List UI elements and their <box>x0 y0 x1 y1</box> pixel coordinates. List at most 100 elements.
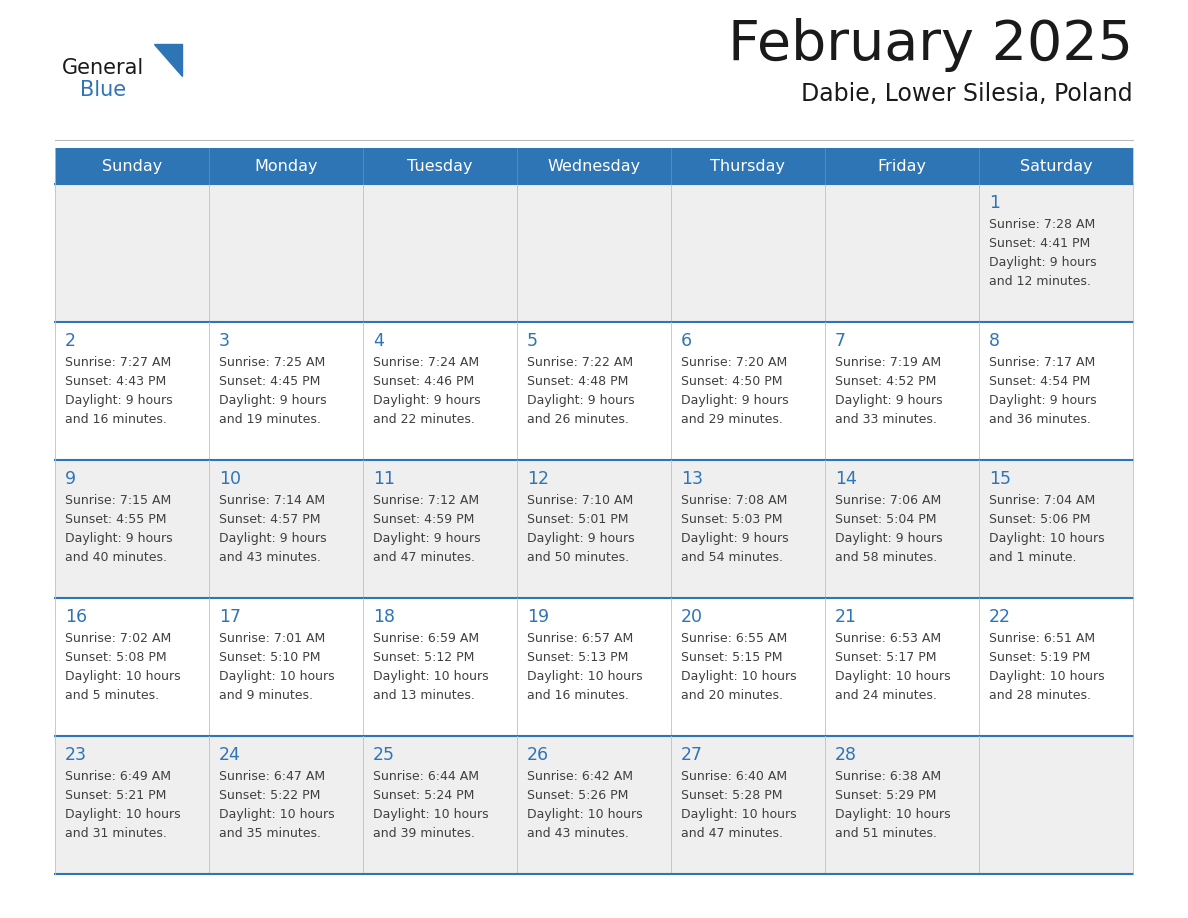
Text: Sunset: 5:06 PM: Sunset: 5:06 PM <box>988 513 1091 526</box>
Text: Daylight: 10 hours: Daylight: 10 hours <box>681 808 797 821</box>
Text: Monday: Monday <box>254 159 317 174</box>
Text: Sunday: Sunday <box>102 159 162 174</box>
Text: 11: 11 <box>373 470 394 488</box>
Text: Daylight: 10 hours: Daylight: 10 hours <box>681 670 797 683</box>
Text: and 20 minutes.: and 20 minutes. <box>681 689 783 702</box>
Text: 2: 2 <box>65 332 76 350</box>
Text: 20: 20 <box>681 608 703 626</box>
Text: Sunrise: 6:40 AM: Sunrise: 6:40 AM <box>681 770 788 783</box>
Bar <box>55 460 1133 598</box>
Text: 17: 17 <box>219 608 241 626</box>
Text: Daylight: 10 hours: Daylight: 10 hours <box>373 808 488 821</box>
Text: Sunset: 4:48 PM: Sunset: 4:48 PM <box>527 375 628 388</box>
Text: Sunrise: 7:14 AM: Sunrise: 7:14 AM <box>219 494 326 507</box>
Text: and 31 minutes.: and 31 minutes. <box>65 827 166 840</box>
Text: and 36 minutes.: and 36 minutes. <box>988 413 1091 426</box>
Text: 4: 4 <box>373 332 384 350</box>
Text: Sunrise: 6:47 AM: Sunrise: 6:47 AM <box>219 770 326 783</box>
Text: Dabie, Lower Silesia, Poland: Dabie, Lower Silesia, Poland <box>802 82 1133 106</box>
Text: and 24 minutes.: and 24 minutes. <box>835 689 937 702</box>
Text: 25: 25 <box>373 746 394 764</box>
Polygon shape <box>154 44 182 76</box>
Text: Sunrise: 7:27 AM: Sunrise: 7:27 AM <box>65 356 171 369</box>
Text: and 51 minutes.: and 51 minutes. <box>835 827 937 840</box>
Text: Sunrise: 6:42 AM: Sunrise: 6:42 AM <box>527 770 633 783</box>
Text: Daylight: 10 hours: Daylight: 10 hours <box>988 532 1105 545</box>
Bar <box>55 598 1133 736</box>
Text: Sunrise: 7:15 AM: Sunrise: 7:15 AM <box>65 494 171 507</box>
Text: Sunset: 4:43 PM: Sunset: 4:43 PM <box>65 375 166 388</box>
Text: Sunrise: 7:20 AM: Sunrise: 7:20 AM <box>681 356 788 369</box>
Text: Sunrise: 6:49 AM: Sunrise: 6:49 AM <box>65 770 171 783</box>
Text: Daylight: 10 hours: Daylight: 10 hours <box>65 670 181 683</box>
Text: and 16 minutes.: and 16 minutes. <box>527 689 628 702</box>
Text: 5: 5 <box>527 332 538 350</box>
Text: Daylight: 9 hours: Daylight: 9 hours <box>373 394 481 407</box>
Text: Daylight: 9 hours: Daylight: 9 hours <box>988 394 1097 407</box>
Text: Sunrise: 7:17 AM: Sunrise: 7:17 AM <box>988 356 1095 369</box>
Text: and 29 minutes.: and 29 minutes. <box>681 413 783 426</box>
Text: 28: 28 <box>835 746 857 764</box>
Text: and 43 minutes.: and 43 minutes. <box>527 827 628 840</box>
Text: and 19 minutes.: and 19 minutes. <box>219 413 321 426</box>
Text: Daylight: 9 hours: Daylight: 9 hours <box>527 394 634 407</box>
Text: Sunrise: 7:28 AM: Sunrise: 7:28 AM <box>988 218 1095 231</box>
Text: Daylight: 10 hours: Daylight: 10 hours <box>988 670 1105 683</box>
Text: and 50 minutes.: and 50 minutes. <box>527 551 630 564</box>
Text: Sunrise: 7:02 AM: Sunrise: 7:02 AM <box>65 632 171 645</box>
Text: Sunrise: 7:08 AM: Sunrise: 7:08 AM <box>681 494 788 507</box>
Text: Sunset: 5:29 PM: Sunset: 5:29 PM <box>835 789 936 802</box>
Text: Sunset: 5:01 PM: Sunset: 5:01 PM <box>527 513 628 526</box>
Text: Sunrise: 6:44 AM: Sunrise: 6:44 AM <box>373 770 479 783</box>
Text: and 12 minutes.: and 12 minutes. <box>988 275 1091 288</box>
Text: Saturday: Saturday <box>1019 159 1092 174</box>
Text: Sunrise: 7:25 AM: Sunrise: 7:25 AM <box>219 356 326 369</box>
Text: Sunset: 5:03 PM: Sunset: 5:03 PM <box>681 513 783 526</box>
Text: Sunrise: 7:22 AM: Sunrise: 7:22 AM <box>527 356 633 369</box>
Text: Daylight: 9 hours: Daylight: 9 hours <box>219 532 327 545</box>
Text: Sunset: 4:41 PM: Sunset: 4:41 PM <box>988 237 1091 250</box>
Text: Daylight: 9 hours: Daylight: 9 hours <box>373 532 481 545</box>
Text: Thursday: Thursday <box>710 159 785 174</box>
Text: Sunrise: 6:55 AM: Sunrise: 6:55 AM <box>681 632 788 645</box>
Text: and 13 minutes.: and 13 minutes. <box>373 689 475 702</box>
Text: 21: 21 <box>835 608 857 626</box>
Text: and 58 minutes.: and 58 minutes. <box>835 551 937 564</box>
Text: 18: 18 <box>373 608 394 626</box>
Text: Daylight: 9 hours: Daylight: 9 hours <box>988 256 1097 269</box>
Text: Sunset: 4:45 PM: Sunset: 4:45 PM <box>219 375 321 388</box>
Text: Sunset: 5:21 PM: Sunset: 5:21 PM <box>65 789 166 802</box>
Text: Daylight: 10 hours: Daylight: 10 hours <box>373 670 488 683</box>
Text: Daylight: 9 hours: Daylight: 9 hours <box>681 394 789 407</box>
Text: Daylight: 9 hours: Daylight: 9 hours <box>835 394 942 407</box>
Text: 27: 27 <box>681 746 703 764</box>
Text: 23: 23 <box>65 746 87 764</box>
Text: Wednesday: Wednesday <box>548 159 640 174</box>
Text: and 22 minutes.: and 22 minutes. <box>373 413 475 426</box>
Text: Sunset: 4:54 PM: Sunset: 4:54 PM <box>988 375 1091 388</box>
Text: 16: 16 <box>65 608 87 626</box>
Text: Daylight: 10 hours: Daylight: 10 hours <box>527 808 643 821</box>
Text: Sunset: 4:46 PM: Sunset: 4:46 PM <box>373 375 474 388</box>
Text: 10: 10 <box>219 470 241 488</box>
Text: Sunrise: 7:12 AM: Sunrise: 7:12 AM <box>373 494 479 507</box>
Text: Daylight: 10 hours: Daylight: 10 hours <box>219 670 335 683</box>
Text: 6: 6 <box>681 332 693 350</box>
Text: Daylight: 10 hours: Daylight: 10 hours <box>835 808 950 821</box>
Text: Sunset: 5:26 PM: Sunset: 5:26 PM <box>527 789 628 802</box>
Text: Sunset: 5:15 PM: Sunset: 5:15 PM <box>681 651 783 664</box>
Text: Sunrise: 6:51 AM: Sunrise: 6:51 AM <box>988 632 1095 645</box>
Text: Sunrise: 7:10 AM: Sunrise: 7:10 AM <box>527 494 633 507</box>
Text: Sunset: 5:10 PM: Sunset: 5:10 PM <box>219 651 321 664</box>
Text: Sunrise: 6:59 AM: Sunrise: 6:59 AM <box>373 632 479 645</box>
Text: Sunrise: 7:19 AM: Sunrise: 7:19 AM <box>835 356 941 369</box>
Text: 14: 14 <box>835 470 857 488</box>
Text: 19: 19 <box>527 608 549 626</box>
Text: Sunrise: 7:06 AM: Sunrise: 7:06 AM <box>835 494 941 507</box>
Text: Sunset: 5:12 PM: Sunset: 5:12 PM <box>373 651 474 664</box>
Text: and 43 minutes.: and 43 minutes. <box>219 551 321 564</box>
Text: 22: 22 <box>988 608 1011 626</box>
Text: Daylight: 10 hours: Daylight: 10 hours <box>835 670 950 683</box>
Text: 8: 8 <box>988 332 1000 350</box>
Text: 7: 7 <box>835 332 846 350</box>
